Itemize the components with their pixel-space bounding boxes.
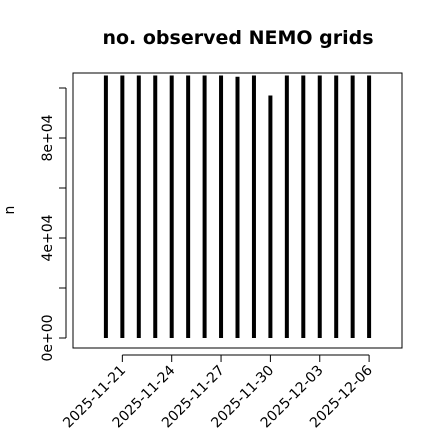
y-tick-label: 4e+04 — [40, 214, 56, 261]
y-tick-label: 0e+00 — [40, 314, 56, 361]
y-tick-label: 8e+04 — [40, 114, 56, 161]
y-axis-label: n — [2, 206, 18, 215]
chart-title: no. observed NEMO grids — [102, 27, 373, 49]
plot-frame — [72, 72, 403, 349]
